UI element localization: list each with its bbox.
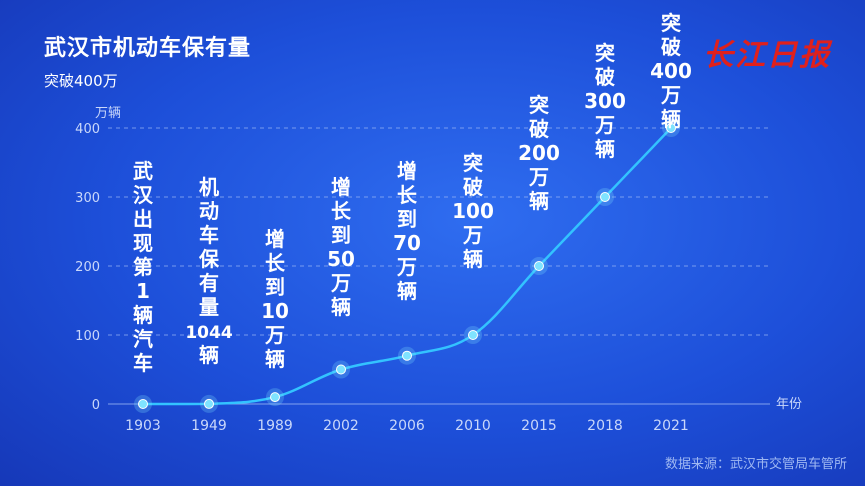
x-tick-label: 2021: [653, 418, 689, 434]
y-tick-label: 300: [75, 191, 100, 206]
data-point: [666, 123, 676, 133]
annotation-label: 增长到 10 万辆: [261, 227, 289, 371]
y-tick-label: 200: [75, 260, 100, 275]
x-tick-label: 2002: [323, 418, 359, 434]
x-tick-label: 2006: [389, 418, 425, 434]
x-tick-label: 2010: [455, 418, 491, 434]
x-tick-label: 1989: [257, 418, 293, 434]
x-tick-label: 1949: [191, 418, 227, 434]
annotation-label: 突破 300 万辆: [584, 41, 626, 161]
annotation-label: 武汉出现第 1 辆汽车: [133, 159, 154, 375]
annotation-label: 突破 100 万辆: [452, 151, 494, 271]
source-note: 数据来源：武汉市交管局车管所: [664, 457, 847, 472]
data-point: [534, 261, 544, 271]
y-tick-label: 0: [92, 398, 100, 413]
annotation-label: 机动车保有量 1044 辆: [185, 175, 232, 367]
annotation-label: 突破 400 万辆: [650, 11, 692, 131]
y-tick-label: 400: [75, 122, 100, 137]
data-point: [336, 364, 346, 375]
x-tick-label: 1903: [125, 418, 161, 434]
data-point: [270, 392, 280, 403]
data-point: [600, 192, 610, 202]
data-point: [204, 398, 214, 409]
page-subtitle: 突破400万: [44, 72, 118, 90]
x-tick-label: 2015: [521, 418, 557, 434]
page-title: 武汉市机动车保有量: [44, 36, 252, 61]
logo-text: 长江日报: [703, 38, 831, 73]
data-point: [138, 399, 148, 409]
x-tick-label: 2018: [587, 418, 623, 434]
data-point: [402, 350, 412, 361]
annotation-label: 增长到 70 万辆: [393, 159, 421, 303]
annotation-label: 突破 200 万辆: [518, 93, 560, 213]
y-axis-unit: 万辆: [95, 106, 121, 121]
annotation-label: 增长到 50 万辆: [327, 175, 355, 319]
y-tick-label: 100: [75, 329, 100, 344]
x-axis-unit: 年份: [776, 397, 802, 412]
data-point: [468, 330, 478, 340]
